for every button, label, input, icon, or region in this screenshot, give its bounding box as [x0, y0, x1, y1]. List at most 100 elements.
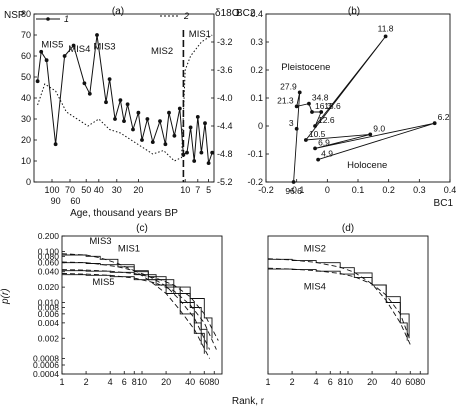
panel-a-series	[35, 33, 215, 166]
series-1-point	[87, 91, 92, 96]
curve-label: MIS1	[118, 243, 140, 254]
panel-d-tag: (d)	[342, 223, 354, 234]
sample-point-label: 6.9	[318, 137, 330, 147]
y-tick-label: 0.010	[38, 298, 60, 308]
sample-point-label: 27.9	[280, 81, 297, 91]
panel-d: (d) Rank, r 1 2 4 6 8 10 20 40 60 80 MIS2 MIS4	[232, 223, 429, 407]
sample-point	[294, 104, 299, 109]
left-tick-label: 10	[21, 156, 31, 166]
right-tick-label: -4.0	[217, 93, 233, 103]
group-label: Pleistocene	[281, 62, 330, 73]
panel-b-xlabel: BC1	[434, 198, 454, 209]
y-tick-label: 0.0004	[33, 369, 59, 379]
x-tick-label: 20	[161, 377, 171, 387]
x-tick-label: 20	[133, 185, 143, 195]
panel-a-tag: (a)	[112, 6, 124, 17]
x-tick-label: 80	[415, 377, 425, 387]
x-tick-label: 0.3	[413, 185, 426, 195]
x-tick-label: 0	[325, 185, 330, 195]
x-tick-label: 80	[209, 377, 219, 387]
x-tick-label: 1	[59, 377, 64, 387]
x-tick-label: 5	[206, 185, 211, 195]
curve-observed	[62, 274, 208, 350]
left-tick-label: 30	[21, 114, 31, 124]
sample-point-label: 13.6	[324, 101, 341, 111]
y-tick-label: 0.1	[250, 93, 263, 103]
series-1-point	[122, 119, 126, 123]
curve-fit	[61, 253, 210, 359]
right-tick-label: -5.2	[217, 177, 233, 187]
left-tick-label: 80	[21, 9, 31, 19]
y-tick-label: 0.0006	[33, 360, 59, 370]
series-1-point	[158, 119, 162, 123]
y-tick-label: 0.100	[38, 246, 60, 256]
series-1-point	[188, 125, 193, 130]
x-tick-label: 40	[391, 377, 401, 387]
x-tick-label: 40	[185, 377, 195, 387]
x-tick-label-row2: 60	[70, 196, 80, 206]
sample-point-label: 9.0	[373, 123, 385, 133]
legend-label-2: 2	[183, 11, 189, 21]
sample-point	[291, 180, 296, 184]
y-tick-label: 0.0008	[33, 354, 59, 364]
panel-d-x-ticks: 1 2 4 6 8 10 20 40 60 80	[265, 371, 425, 387]
y-tick-label: 0.4	[250, 9, 263, 19]
x-tick-label: -0.1	[289, 185, 305, 195]
y-tick-label: 0.080	[38, 251, 60, 261]
x-tick-label: 10	[137, 377, 147, 387]
panel-b-x-ticks: -0.2 -0.1 0 0.1 0.2 0.3 0.4	[258, 179, 456, 195]
x-tick-label: 60	[199, 377, 209, 387]
curve-fit	[61, 273, 217, 350]
group-label: Holocene	[347, 160, 387, 171]
panel-a-annotations: MIS5 MIS4 MIS3 MIS2 MIS1	[41, 29, 211, 57]
sample-point	[383, 34, 388, 39]
sample-point	[307, 101, 311, 106]
series-1-point	[172, 133, 177, 138]
sample-point	[294, 126, 299, 131]
x-tick-label: 70	[65, 185, 75, 195]
series-1-point	[195, 115, 200, 119]
panel-d-xlabel: Rank, r	[232, 396, 265, 407]
series-1-point	[131, 127, 135, 132]
y-tick-label: 0.002	[38, 333, 60, 343]
series-1-point	[167, 110, 171, 115]
panel-a: (a) NSP δ18O Age, thousand years BP 0 10 2…	[4, 6, 240, 219]
right-tick-label: -3.2	[217, 37, 233, 47]
curve-fit	[267, 267, 411, 341]
panel-b-group-labels: Pleistocene Holocene	[281, 62, 387, 171]
x-tick-label: 7	[195, 185, 200, 195]
sample-point	[368, 132, 373, 137]
y-tick-label: 0.060	[38, 258, 60, 268]
x-tick-label: 10	[343, 377, 353, 387]
series-1-point	[44, 58, 49, 63]
mis-label: MIS4	[68, 44, 90, 55]
series-1-point	[53, 142, 58, 147]
x-tick-label: 20	[367, 377, 377, 387]
panel-c-curve-labels: MIS3 MIS1 MIS5	[89, 236, 140, 288]
panel-c-series	[61, 253, 219, 359]
x-tick-label-row2: 90	[51, 196, 61, 206]
y-tick-label: 0.200	[38, 231, 60, 241]
curve-observed	[62, 262, 202, 345]
sample-point	[319, 110, 324, 114]
panel-d-frame	[267, 235, 429, 375]
sample-point-label: 16.3	[315, 101, 332, 111]
series-1-point	[71, 43, 76, 48]
panel-c-tag: (c)	[136, 223, 148, 234]
x-tick-label: 2	[84, 377, 89, 387]
panel-c-x-ticks: 1 2 4 6 8 10 20 40 60 80	[59, 371, 219, 387]
panel-d-series	[267, 258, 411, 345]
series-1-point	[192, 159, 197, 163]
sample-point	[316, 157, 321, 162]
x-tick-label: 50	[81, 185, 91, 195]
curve-label: MIS3	[89, 236, 111, 247]
sample-point	[313, 146, 317, 151]
x-tick-label: 1	[265, 377, 270, 387]
sample-point	[310, 110, 314, 114]
right-tick-label: -4.8	[217, 149, 233, 159]
x-tick-label: 60	[405, 377, 415, 387]
panel-b-tag: (b)	[348, 6, 360, 17]
curve-fit	[61, 261, 211, 350]
sample-point-label: 6.2	[438, 112, 450, 122]
